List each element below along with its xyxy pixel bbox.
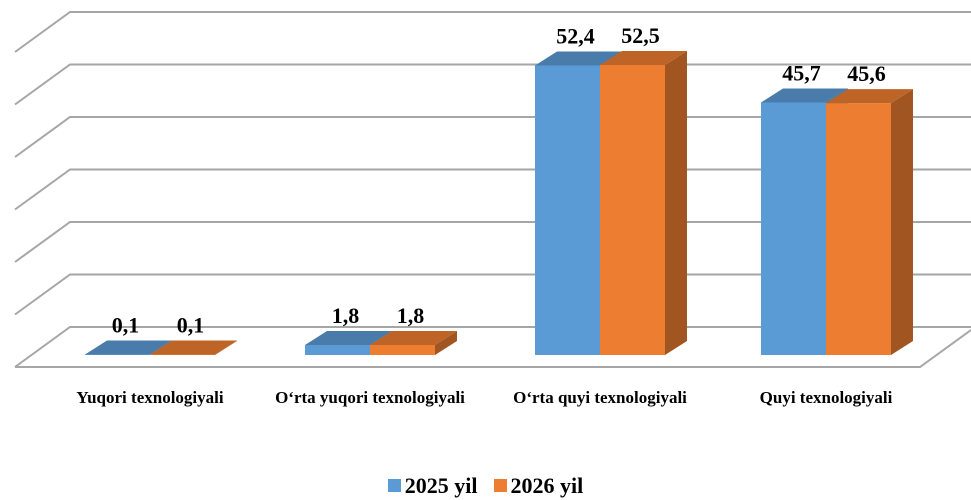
- value-label: 1,8: [332, 303, 360, 328]
- bar: [150, 340, 237, 355]
- grid-line: [14, 11, 971, 53]
- bar-top: [370, 331, 457, 346]
- x-tick-label: O‘rta quyi texnologiyali: [513, 388, 687, 407]
- legend-swatch: [493, 479, 507, 492]
- bar-top: [600, 51, 687, 65]
- legend-swatch: [387, 479, 401, 492]
- bar-front: [535, 65, 600, 356]
- bar-top: [305, 331, 392, 346]
- bar-side: [665, 51, 687, 355]
- bar-front: [761, 102, 826, 355]
- bar-front: [150, 354, 215, 355]
- bar-side: [435, 331, 457, 355]
- value-label: 1,8: [397, 303, 425, 328]
- bar-side: [215, 340, 237, 355]
- value-label: 52,4: [556, 24, 595, 49]
- value-label: 52,5: [621, 23, 660, 48]
- bar-front: [600, 65, 665, 355]
- x-tick-label: Yuqori texnologiyali: [76, 388, 224, 407]
- legend-item: 2025 yil: [387, 472, 478, 499]
- x-tick-label: O‘rta yuqori texnologiyali: [275, 388, 465, 407]
- bar: [370, 331, 457, 355]
- bar-side: [891, 89, 913, 355]
- legend-item: 2026 yil: [493, 472, 584, 499]
- bar: [600, 51, 687, 355]
- bar-top: [150, 340, 237, 355]
- value-label: 0,1: [177, 312, 205, 337]
- bar-top: [535, 51, 622, 66]
- floor-edge: [15, 329, 971, 368]
- legend-label: 2026 yil: [510, 472, 584, 498]
- bar-front: [826, 103, 891, 355]
- legend: 2025 yil 2026 yil: [0, 472, 971, 499]
- bar-front: [305, 345, 370, 355]
- value-label: 45,7: [782, 61, 821, 86]
- bar-front: [370, 345, 435, 355]
- bar-top: [85, 340, 172, 355]
- legend-label: 2025 yil: [404, 472, 478, 498]
- bar: [826, 89, 913, 355]
- bar-top: [761, 88, 848, 103]
- x-tick-label: Quyi texnologiyali: [759, 388, 893, 407]
- value-label: 45,6: [847, 61, 886, 86]
- value-label: 0,1: [112, 312, 140, 337]
- bar-top: [826, 89, 913, 104]
- bar-front: [85, 354, 150, 355]
